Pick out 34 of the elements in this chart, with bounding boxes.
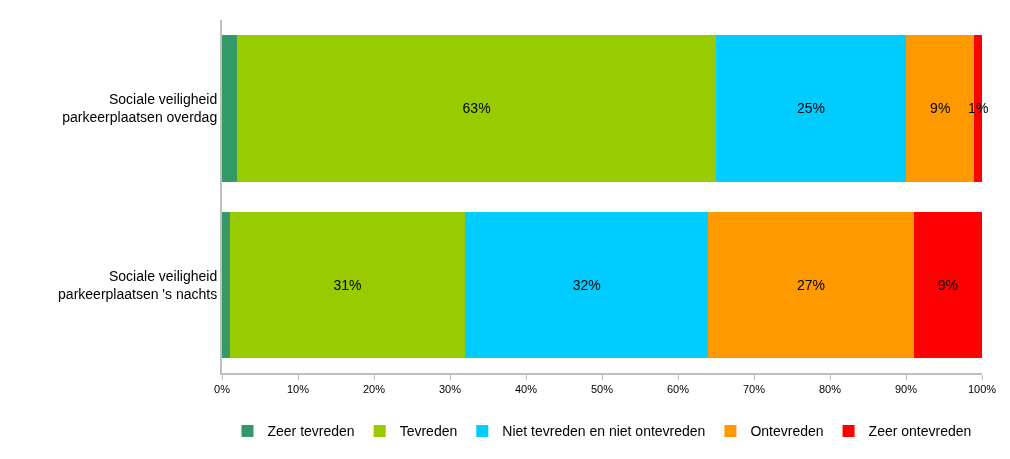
x-tick-label: 70% <box>742 383 766 396</box>
data-label: 9% <box>937 276 958 293</box>
data-label: 31% <box>333 276 362 293</box>
legend-label: Tevreden <box>399 423 458 440</box>
data-label: 1% <box>968 100 989 117</box>
x-tick-label: 100% <box>967 383 997 396</box>
data-label: 27% <box>796 276 826 293</box>
bar <box>913 211 982 358</box>
bar <box>222 211 230 358</box>
data-label: 25% <box>796 100 826 117</box>
x-tick-label: 90% <box>894 383 918 396</box>
x-tick-label: 50% <box>590 383 614 396</box>
legend-label: Ontevreden <box>750 423 824 440</box>
x-tick-label: 10% <box>286 383 310 396</box>
data-label: 32% <box>572 276 601 293</box>
bar <box>222 35 238 182</box>
x-tick-label: 80% <box>818 383 842 396</box>
legend-label: Niet tevreden en niet ontevreden <box>502 423 706 440</box>
y-tick-label: Sociale veiligheid parkeerplaatsen overdag <box>62 91 218 126</box>
y-tick-label: Sociale veiligheid parkeerplaatsen 's nachts <box>58 267 218 302</box>
bar <box>237 35 716 182</box>
x-tick-label: 30% <box>438 383 462 396</box>
x-tick-label: 40% <box>514 383 538 396</box>
x-tick-label: 20% <box>362 383 386 396</box>
bar <box>708 211 914 358</box>
bar <box>716 35 906 182</box>
x-tick-label: 0% <box>214 383 231 396</box>
data-label: 9% <box>930 100 951 117</box>
bar <box>465 211 709 358</box>
legend-label: Zeer ontevreden <box>868 423 972 440</box>
data-label: 63% <box>462 100 491 117</box>
bar <box>229 211 466 358</box>
x-tick-label: 60% <box>666 383 690 396</box>
legend-label: Zeer tevreden <box>267 423 355 440</box>
